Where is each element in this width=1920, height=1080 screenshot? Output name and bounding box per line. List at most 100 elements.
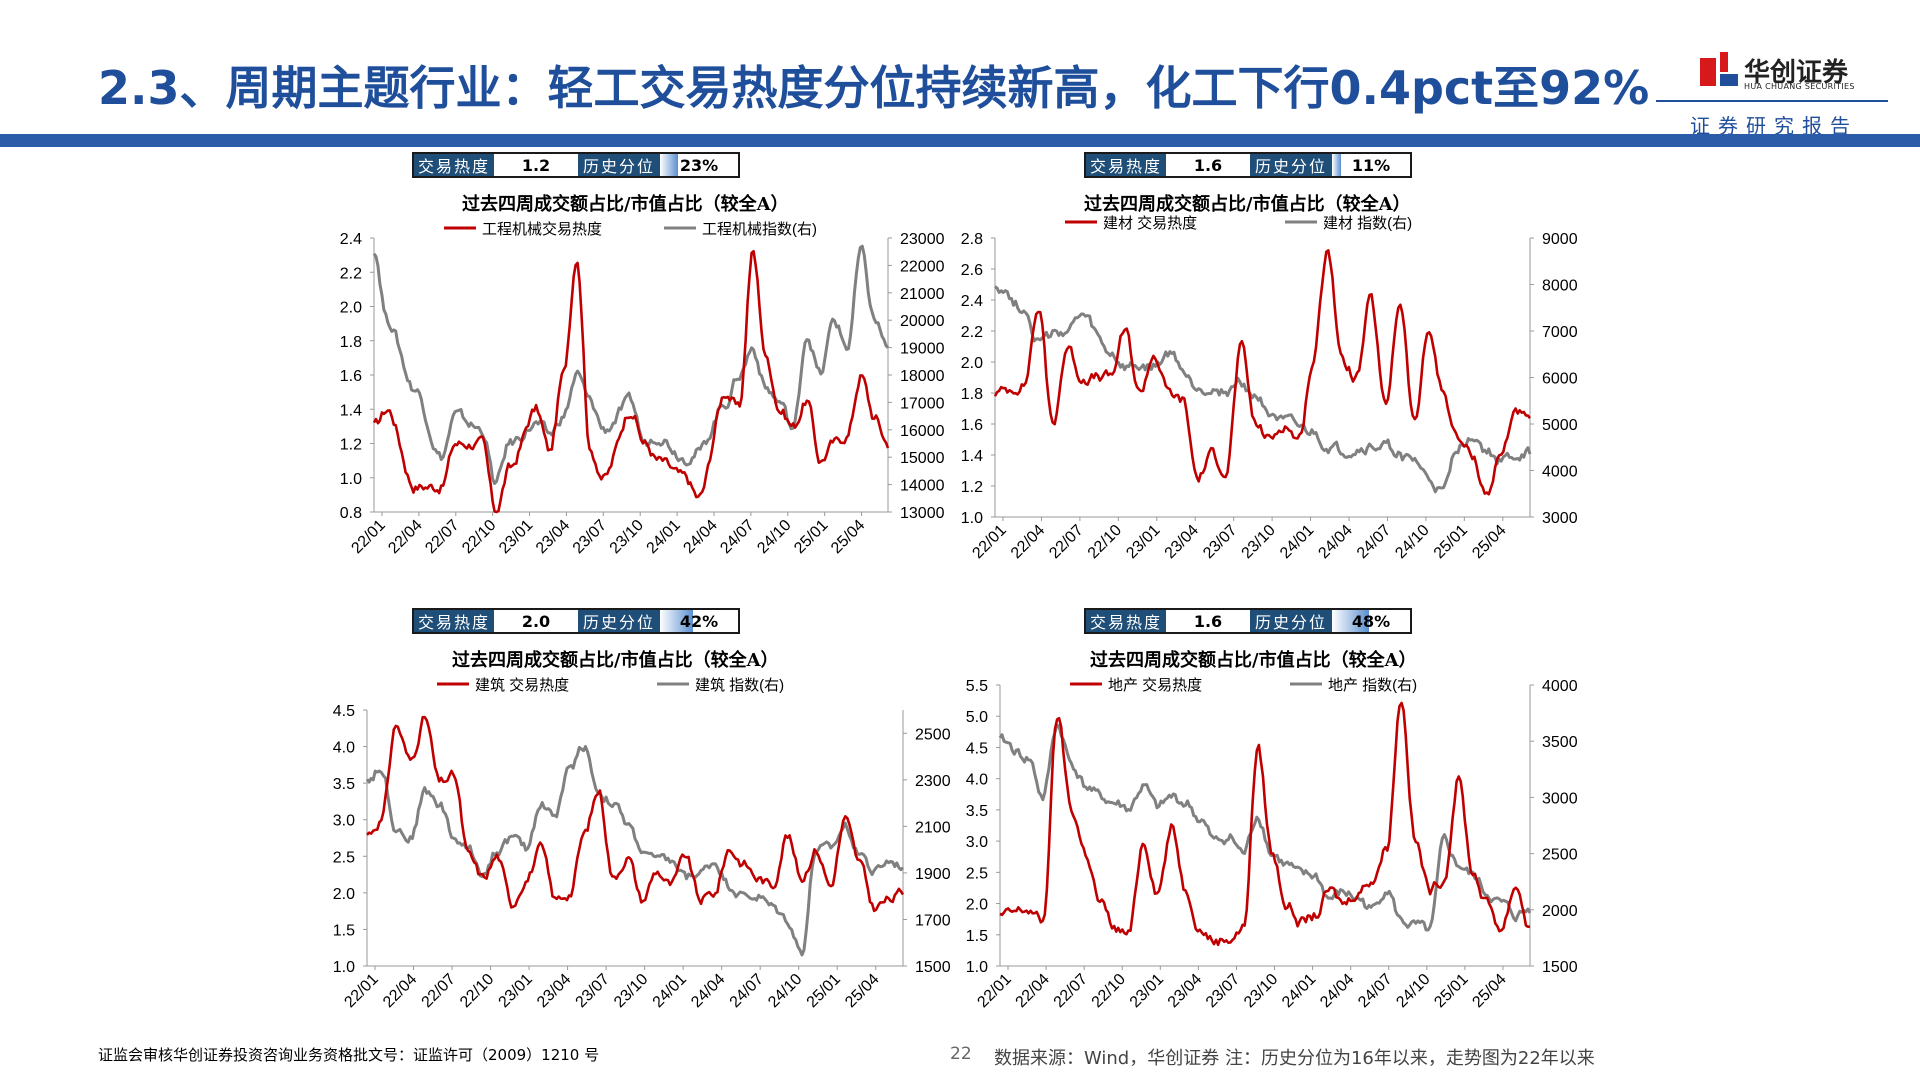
right-tick-label: 2500	[915, 726, 951, 743]
percentile-text: 48%	[1351, 611, 1391, 631]
left-tick-label: 2.0	[961, 355, 983, 372]
chart-title: 过去四周成交额占比/市值占比（较全A）	[452, 650, 779, 671]
index-series-line	[994, 285, 1532, 494]
legend-item: 工程机械指数(右)	[664, 221, 817, 238]
right-tick-label: 22000	[900, 258, 945, 275]
heat-label: 交易热度	[1086, 154, 1166, 176]
right-tick-label: 20000	[900, 313, 945, 330]
right-tick-label: 9000	[1542, 231, 1578, 248]
left-tick-label: 3.0	[966, 834, 988, 851]
right-tick-label: 21000	[900, 286, 945, 303]
left-tick-label: 1.8	[961, 386, 983, 403]
logo-english-name: HUA CHUANG SECURITIES	[1744, 82, 1855, 91]
left-tick-label: 5.5	[966, 678, 988, 695]
right-tick-label: 4000	[1542, 464, 1578, 481]
percentile-value: 48%	[1332, 610, 1410, 632]
right-tick-label: 8000	[1542, 278, 1578, 295]
left-tick-label: 1.6	[340, 368, 362, 385]
index-series-line	[998, 723, 1532, 932]
left-tick-label: 4.0	[966, 772, 988, 789]
left-tick-label: 1.0	[333, 959, 355, 976]
left-tick-label: 5.0	[966, 709, 988, 726]
left-tick-label: 2.4	[340, 231, 362, 248]
left-tick-label: 1.4	[340, 402, 362, 419]
company-logo: 华创证券 HUA CHUANG SECURITIES	[1700, 50, 1860, 96]
x-tick-label: 24/04	[1317, 971, 1357, 1011]
heat-value: 1.6	[1166, 154, 1250, 176]
right-tick-label: 1500	[1542, 959, 1578, 976]
heat-label: 交易热度	[414, 610, 494, 632]
left-tick-label: 3.5	[333, 776, 355, 793]
heat-stat-box: 交易热度 1.6 历史分位 11%	[1084, 152, 1412, 178]
left-tick-label: 1.5	[333, 922, 355, 939]
right-tick-label: 3000	[1542, 510, 1578, 527]
left-tick-label: 2.4	[961, 293, 983, 310]
percentile-label: 历史分位	[578, 154, 660, 176]
x-tick-label: 25/04	[1469, 971, 1509, 1011]
legend-item: 建筑 指数(右)	[657, 677, 784, 694]
right-tick-label: 3000	[1542, 790, 1578, 807]
percentile-label: 历史分位	[578, 610, 660, 632]
right-tick-label: 5000	[1542, 417, 1578, 434]
legend-label: 工程机械指数(右)	[702, 221, 817, 238]
left-tick-label: 2.5	[966, 865, 988, 882]
right-tick-label: 4000	[1542, 678, 1578, 695]
left-tick-label: 4.5	[966, 740, 988, 757]
left-tick-label: 1.5	[966, 928, 988, 945]
legend-label: 建材 指数(右)	[1323, 215, 1412, 232]
source-note: 数据来源：Wind，华创证券 注：历史分位为16年以来，走势图为22年以来	[994, 1048, 1595, 1069]
legend-label: 工程机械交易热度	[482, 220, 602, 238]
right-tick-label: 14000	[900, 478, 945, 495]
right-tick-label: 23000	[900, 231, 945, 248]
right-tick-label: 3500	[1542, 734, 1578, 751]
left-tick-label: 1.2	[340, 437, 362, 454]
heat-series-line	[366, 715, 905, 913]
percentile-value: 42%	[660, 610, 738, 632]
right-tick-label: 16000	[900, 423, 945, 440]
legend-label: 地产 交易热度	[1108, 676, 1202, 694]
heat-value: 2.0	[494, 610, 578, 632]
legend-item: 地产 交易热度	[1070, 676, 1202, 694]
legend-label: 地产 指数(右)	[1328, 677, 1417, 694]
x-tick-label: 22/04	[1013, 971, 1053, 1011]
right-tick-label: 1700	[915, 912, 951, 929]
percentile-value: 11%	[1332, 154, 1410, 176]
left-tick-label: 2.8	[961, 231, 983, 248]
legend-label: 建筑 交易热度	[475, 676, 569, 694]
page-number: 22	[950, 1044, 972, 1064]
right-tick-label: 19000	[900, 341, 945, 358]
percentile-label: 历史分位	[1250, 610, 1332, 632]
x-tick-label: 22/07	[1051, 971, 1091, 1011]
x-tick-label: 25/01	[1431, 971, 1471, 1011]
left-tick-label: 3.0	[333, 813, 355, 830]
right-tick-label: 2000	[1542, 903, 1578, 920]
left-tick-label: 0.8	[340, 505, 362, 522]
right-tick-label: 1500	[915, 959, 951, 976]
legend-item: 建筑 交易热度	[437, 676, 569, 694]
x-tick-label: 24/01	[1279, 971, 1319, 1011]
header-bar	[0, 134, 1920, 147]
right-tick-label: 17000	[900, 395, 945, 412]
left-tick-label: 2.2	[340, 265, 362, 282]
license-note: 证监会审核华创证券投资咨询业务资格批文号：证监许可（2009）1210 号	[98, 1046, 600, 1064]
chart-title: 过去四周成交额占比/市值占比（较全A）	[462, 194, 789, 215]
heat-value: 1.2	[494, 154, 578, 176]
x-tick-label: 22/10	[1089, 971, 1129, 1011]
index-series-line	[365, 745, 905, 957]
right-tick-label: 13000	[900, 505, 945, 522]
percentile-text: 42%	[679, 611, 719, 631]
heat-stat-box: 交易热度 1.6 历史分位 48%	[1084, 608, 1412, 634]
legend-item: 地产 指数(右)	[1290, 677, 1417, 694]
heat-value: 1.6	[1166, 610, 1250, 632]
left-tick-label: 1.4	[961, 448, 983, 465]
heat-series-line	[372, 249, 890, 514]
left-tick-label: 1.6	[961, 417, 983, 434]
right-tick-label: 1900	[915, 866, 951, 883]
legend-item: 建材 指数(右)	[1285, 215, 1412, 232]
legend-item: 工程机械交易热度	[444, 220, 602, 238]
index-series-line	[372, 244, 890, 485]
chart-title: 过去四周成交额占比/市值占比（较全A）	[1090, 650, 1417, 671]
